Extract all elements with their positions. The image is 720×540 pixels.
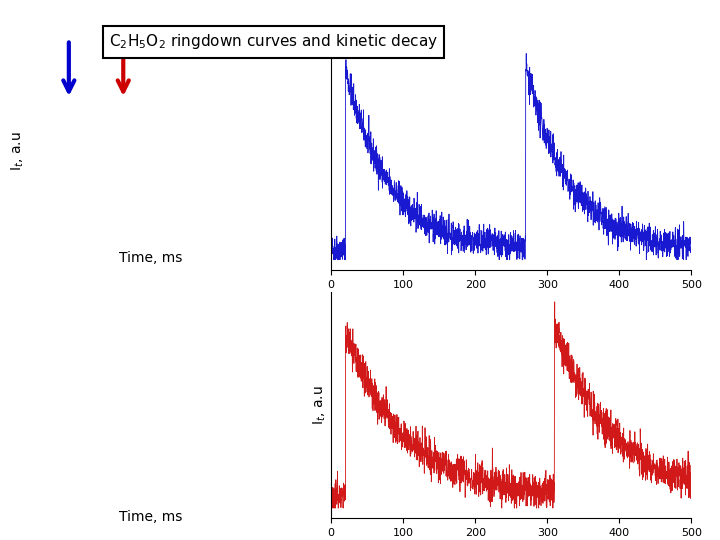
Text: Time, ms: Time, ms <box>119 251 182 265</box>
Text: I$_t$, a.u: I$_t$, a.u <box>9 131 26 171</box>
Y-axis label: I$_t$, a.u: I$_t$, a.u <box>312 385 328 425</box>
Text: C$_2$H$_5$O$_2$ ringdown curves and kinetic decay: C$_2$H$_5$O$_2$ ringdown curves and kine… <box>109 32 438 51</box>
Text: Time, ms: Time, ms <box>119 510 182 524</box>
X-axis label: Time, μs: Time, μs <box>478 295 544 309</box>
